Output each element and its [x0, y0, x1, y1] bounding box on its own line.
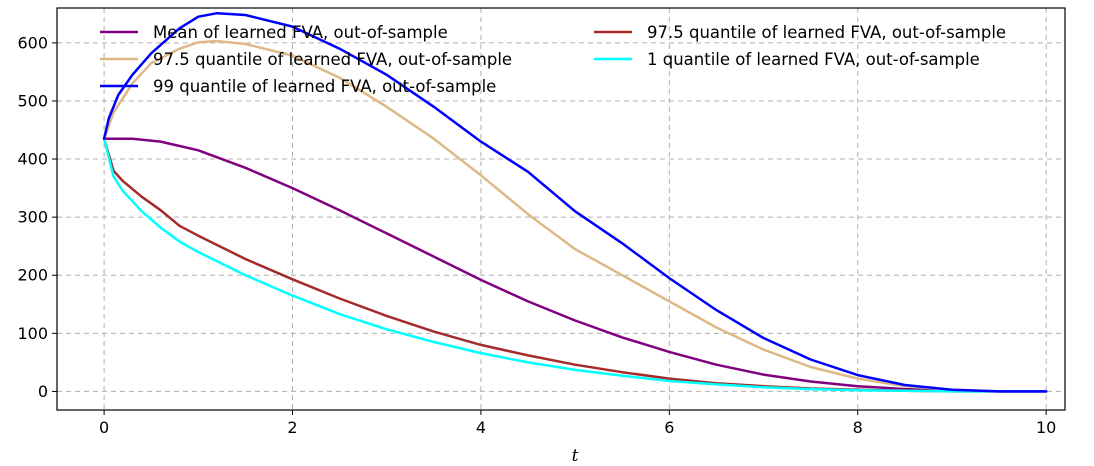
series-line-3 [102, 137, 1048, 393]
y-tick-label: 200 [17, 266, 48, 285]
series-line-1 [102, 137, 1048, 393]
legend-label: 97.5 quantile of learned FVA, out-of-sam… [647, 23, 1006, 42]
legend: Mean of learned FVA, out-of-sample 97.5 q… [100, 23, 1006, 96]
series-layer [102, 11, 1048, 393]
legend-label: 1 quantile of learned FVA, out-of-sample [647, 50, 980, 69]
x-axis-label: t [572, 446, 579, 466]
x-tick-label: 0 [99, 418, 109, 437]
y-tick-label: 600 [17, 33, 48, 52]
series-line-2 [102, 39, 1048, 393]
x-tick-label: 4 [476, 418, 486, 437]
x-tick-label: 8 [853, 418, 863, 437]
y-tick-label: 100 [17, 324, 48, 343]
y-tick-label: 0 [38, 382, 48, 401]
x-tick-label: 2 [287, 418, 297, 437]
legend-label: 99 quantile of learned FVA, out-of-sampl… [153, 77, 496, 96]
series-line-0 [102, 137, 1048, 393]
y-tick-label: 300 [17, 208, 48, 227]
y-tick-label: 500 [17, 91, 48, 110]
legend-label: Mean of learned FVA, out-of-sample [153, 23, 448, 42]
series-line-4 [102, 11, 1048, 393]
legend-label: 97.5 quantile of learned FVA, out-of-sam… [153, 50, 512, 69]
plot-frame [56, 7, 1066, 411]
x-tick-label: 6 [664, 418, 674, 437]
y-tick-label: 400 [17, 150, 48, 169]
x-tick-label: 10 [1036, 418, 1056, 437]
